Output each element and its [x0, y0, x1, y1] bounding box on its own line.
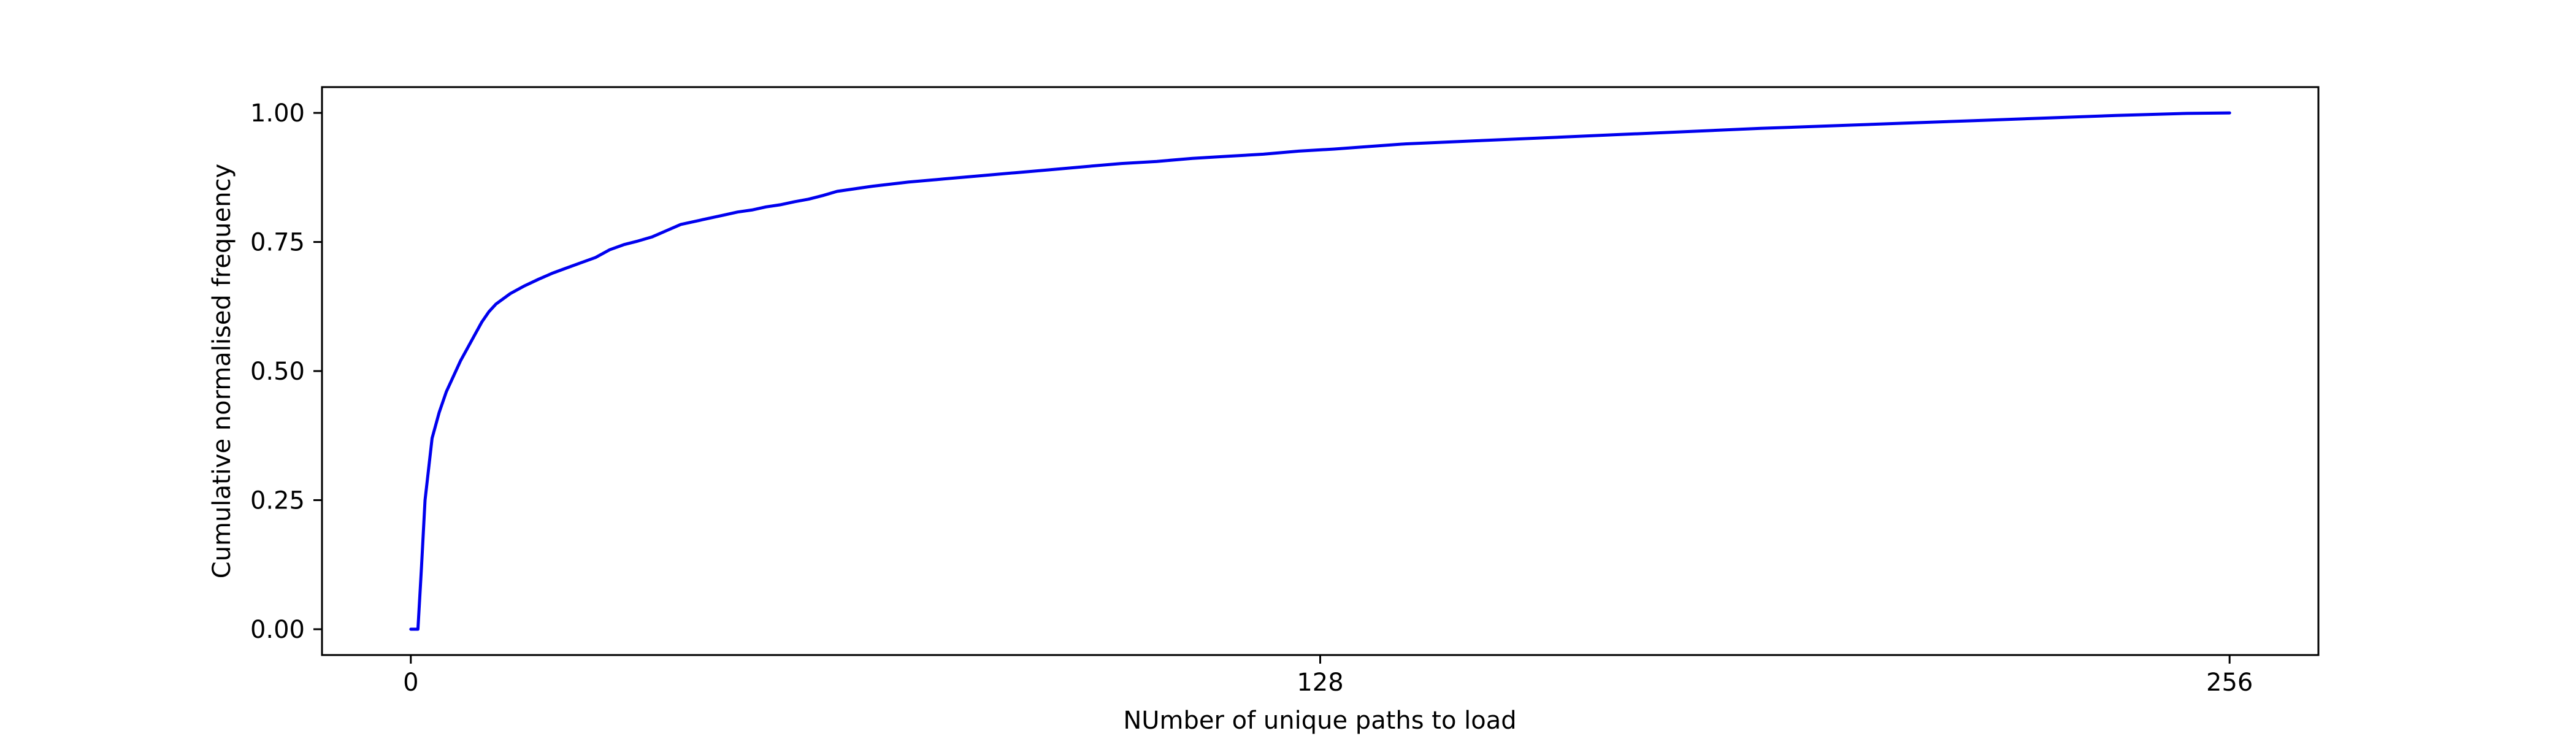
- y-axis-label: Cumulative normalised frequency: [208, 164, 236, 578]
- x-axis-ticks: 0 128 256: [403, 655, 2253, 697]
- x-tick-label: 128: [1297, 669, 1343, 697]
- y-tick-label: 1.00: [250, 99, 305, 128]
- x-axis-label: NUmber of unique paths to load: [1123, 707, 1516, 735]
- x-tick-label: 0: [403, 669, 418, 697]
- y-tick-label: 0.50: [250, 358, 305, 386]
- y-tick-label: 0.75: [250, 229, 305, 257]
- y-axis-ticks: 0.00 0.25 0.50 0.75 1.00: [250, 99, 322, 644]
- y-tick-label: 0.00: [250, 616, 305, 644]
- series-line: [409, 111, 2231, 631]
- y-tick-label: 0.25: [250, 486, 305, 515]
- x-tick-label: 256: [2206, 669, 2253, 697]
